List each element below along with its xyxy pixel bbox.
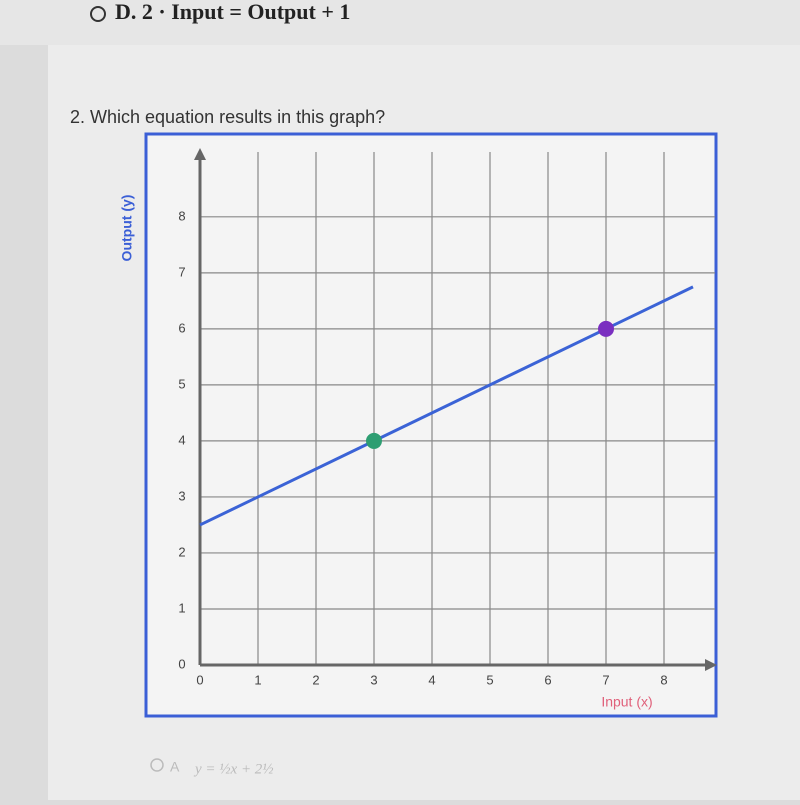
y-tick-label: 7 [178,264,185,279]
top-strip [0,0,800,45]
x-tick-label: 0 [196,672,203,687]
y-tick-label: 0 [178,656,185,671]
radio[interactable] [90,6,106,22]
option-text: y = ½x + 2½ [193,761,274,777]
y-tick-label: 8 [178,208,185,223]
point [366,432,382,449]
y-tick-label: 1 [178,600,185,615]
y-tick-label: 5 [178,376,185,391]
x-tick-label: 8 [660,672,667,687]
y-arrow [194,148,206,160]
point [598,320,614,337]
x-tick-label: 5 [486,672,493,687]
y-tick-label: 2 [178,544,185,559]
option-d: D. 2 · Input = Output + 1 [115,0,350,24]
x-tick-label: 2 [312,672,319,687]
x-axis-label: Input (x) [601,694,652,710]
y-tick-label: 3 [178,488,185,503]
x-tick-label: 1 [254,672,261,687]
chart-frame [144,132,718,718]
x-tick-label: 6 [544,672,551,687]
option-letter: A [170,759,180,775]
x-arrow [705,659,717,671]
y-tick-label: 4 [178,432,185,447]
y-tick-label: 6 [178,320,185,335]
x-tick-label: 7 [602,672,609,687]
x-tick-label: 4 [428,672,435,687]
question: 2. Which equation results in this graph? [70,107,385,127]
plot: 0 1 2 3 4 5 6 7 8 0 1 2 3 4 5 6 7 8 Input (x) Output (y) [119,148,717,710]
x-tick-label: 3 [370,672,377,687]
radio[interactable] [150,758,164,772]
y-axis-label: Output (y) [119,195,135,262]
